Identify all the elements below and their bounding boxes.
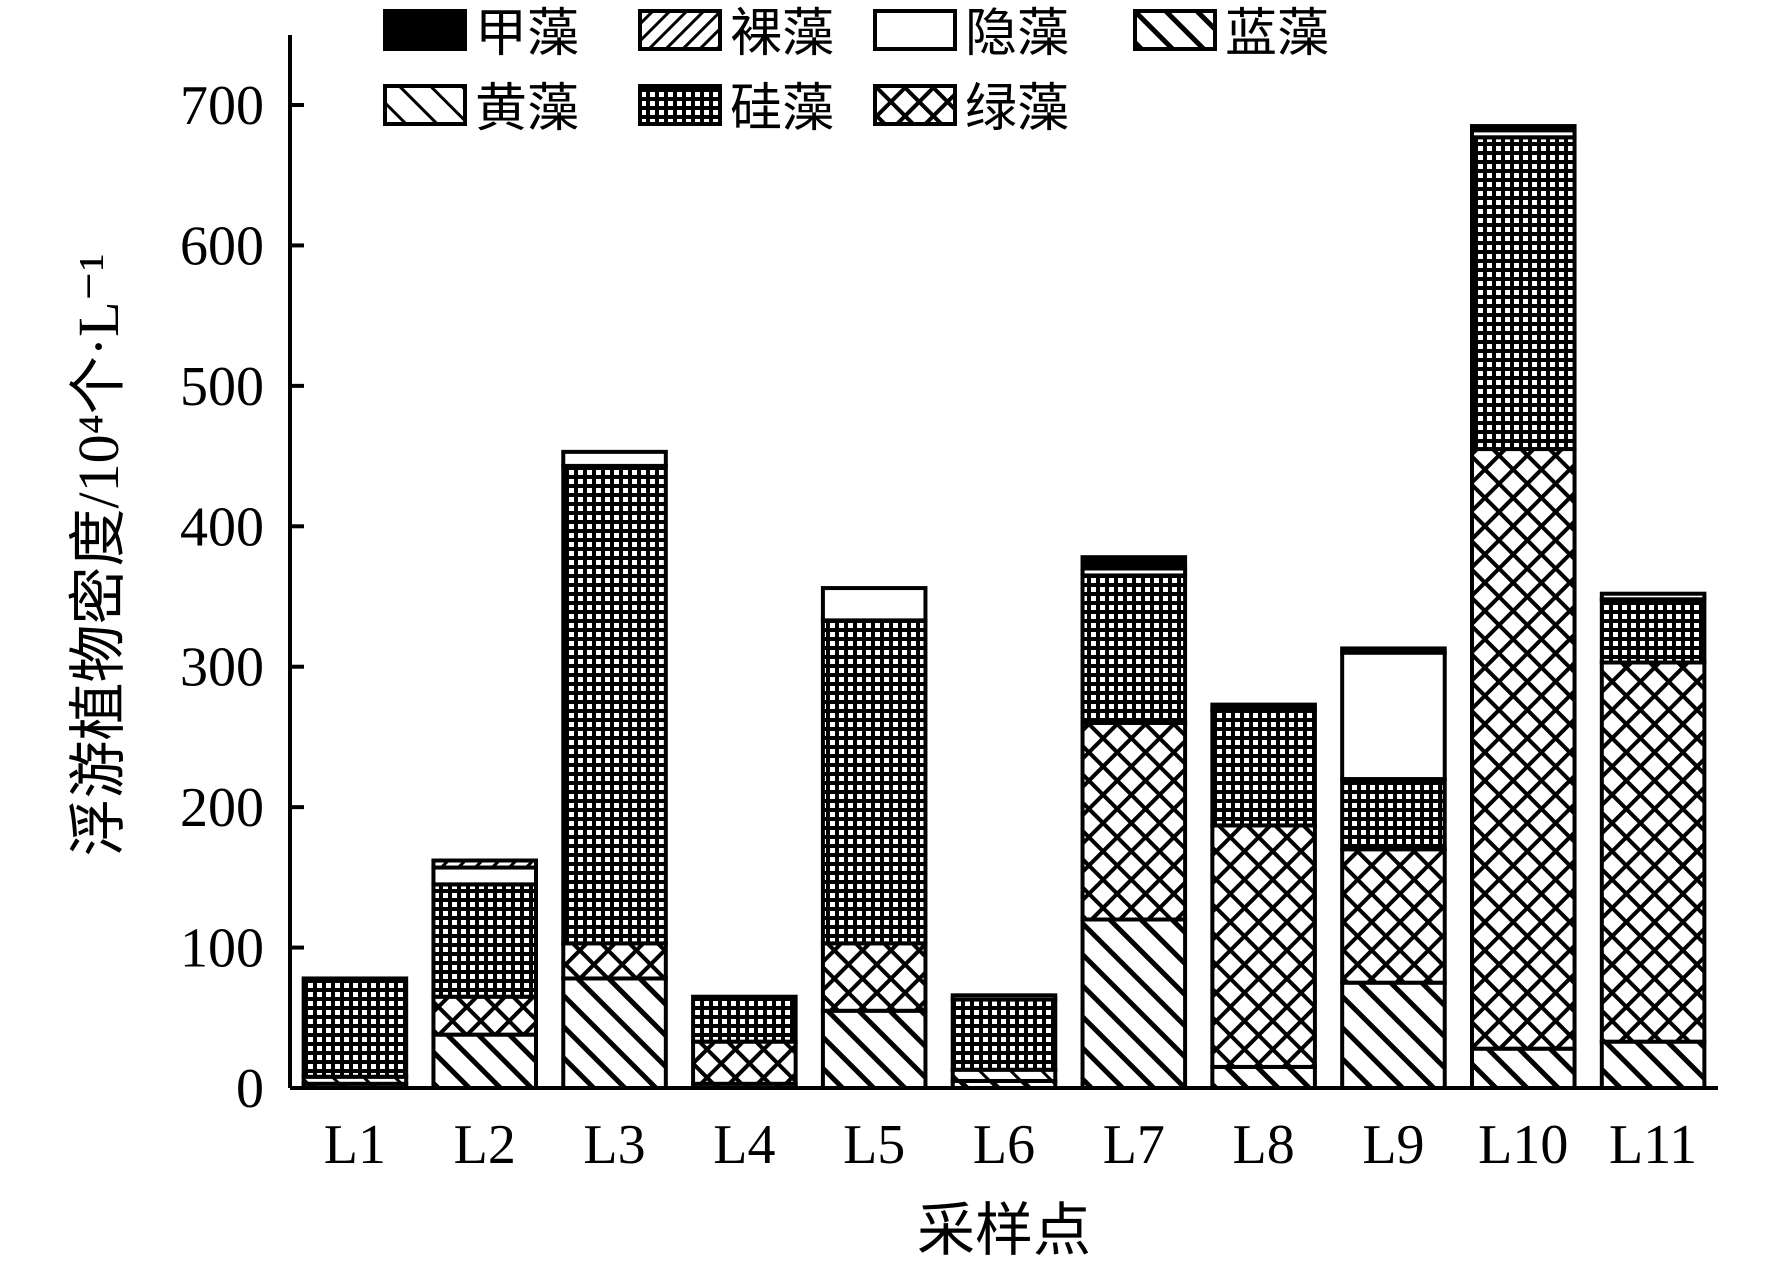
legend-swatch-隐藻 [873,9,957,51]
bar-stack-L6 [950,993,1058,1090]
y-tick-label: 200 [180,777,264,839]
y-tick-label: 100 [180,918,264,980]
bar-segment-蓝藻 [1080,917,1188,1090]
x-tick-label: L8 [1233,1114,1295,1176]
bar-segment-隐藻 [561,449,668,468]
y-tick-label: 400 [180,496,264,558]
legend-swatch-裸藻 [638,9,722,51]
y-tick-label: 300 [180,637,264,699]
legend-swatch-硅藻 [638,84,722,126]
y-tick-label: 600 [180,215,264,277]
y-tick-label: 0 [236,1058,264,1120]
bar-segment-甲藻 [1469,124,1577,133]
bar-segment-硅藻 [301,976,409,1079]
legend-swatch-绿藻 [873,84,957,126]
bar-segment-蓝藻 [1599,1039,1707,1090]
bar-segment-隐藻 [1340,650,1447,782]
x-axis-labels: L1 L2 L3 L4 L5 L6 L7 L8 L9 L10 L11 [324,1114,1697,1176]
bar-segment-隐藻 [1599,591,1707,602]
legend-label: 硅藻 [730,81,834,138]
bar-segment-蓝藻 [561,976,668,1090]
bar-segment-绿藻 [431,994,539,1037]
legend-label: 裸藻 [730,6,834,63]
x-tick-label: L11 [1609,1114,1697,1176]
legend-swatch-蓝藻 [1133,9,1217,51]
bar-stack-L8 [1210,702,1317,1090]
legend-label: 黄藻 [475,81,579,138]
bar-segment-硅藻 [820,618,928,946]
bar-segment-蓝藻 [1340,980,1447,1091]
x-tick-label: L6 [973,1114,1035,1176]
y-axis-title: 浮游植物密度/10⁴个·L⁻¹ [66,253,131,856]
y-tick-label: 500 [180,356,264,418]
legend-label: 甲藻 [475,6,579,63]
legend-label: 蓝藻 [1225,6,1329,63]
bar-stack-L4 [691,994,798,1090]
bar-segment-隐藻 [431,865,539,887]
y-axis-ticks: 0 100 200 300 400 500 600 700 [180,75,304,1120]
bar-segment-绿藻 [1599,660,1707,1044]
bar-segment-绿藻 [691,1039,798,1086]
bar-segment-硅藻 [950,997,1058,1072]
legend-swatch-黄藻 [383,84,467,126]
bar-stack-L3 [561,449,668,1090]
bar-segment-绿藻 [1080,720,1188,922]
x-tick-label: L10 [1478,1114,1568,1176]
bar-stack-L1 [301,976,409,1090]
legend-label: 隐藻 [965,6,1069,63]
x-tick-label: L7 [1103,1114,1165,1176]
bar-segment-绿藻 [561,941,668,981]
bar-segment-蓝藻 [1469,1046,1577,1091]
bar-segment-隐藻 [950,993,1058,1002]
bar-stack-L7 [1080,555,1188,1090]
bar-segment-甲藻 [1210,702,1317,713]
bar-segment-蓝藻 [820,1008,928,1090]
bar-segment-甲藻 [1080,555,1188,571]
bar-segment-甲藻 [1340,646,1447,655]
legend-label: 绿藻 [965,81,1069,138]
bars-group [301,124,1707,1091]
bar-segment-蓝藻 [431,1032,539,1090]
bar-segment-绿藻 [1340,847,1447,985]
bar-segment-隐藻 [820,586,928,623]
x-axis-title: 采样点 [917,1198,1091,1262]
bar-stack-L2 [431,858,539,1090]
x-tick-label: L5 [843,1114,905,1176]
bar-segment-硅藻 [1340,777,1447,852]
bar-segment-硅藻 [1599,597,1707,665]
bar-stack-L11 [1599,591,1707,1090]
bar-stack-L5 [820,586,928,1090]
bar-segment-绿藻 [820,941,928,1013]
x-tick-label: L1 [324,1114,386,1176]
bar-segment-蓝藻 [1210,1064,1317,1090]
x-tick-label: L3 [583,1114,645,1176]
bar-segment-硅藻 [691,994,798,1044]
bar-stack-L9 [1340,646,1447,1091]
y-tick-label: 700 [180,75,264,137]
bar-segment-硅藻 [431,882,539,999]
bar-segment-绿藻 [1469,447,1577,1051]
x-tick-label: L2 [454,1114,516,1176]
bar-segment-硅藻 [561,463,668,946]
x-tick-label: L4 [713,1114,775,1176]
bar-segment-硅藻 [1469,135,1577,452]
bar-stack-L10 [1469,124,1577,1091]
x-tick-label: L9 [1362,1114,1424,1176]
bar-segment-硅藻 [1080,573,1188,725]
bar-segment-裸藻 [431,858,539,870]
bar-segment-硅藻 [1210,708,1317,828]
bar-segment-绿藻 [1210,823,1317,1069]
legend-swatch-甲藻 [383,9,467,51]
